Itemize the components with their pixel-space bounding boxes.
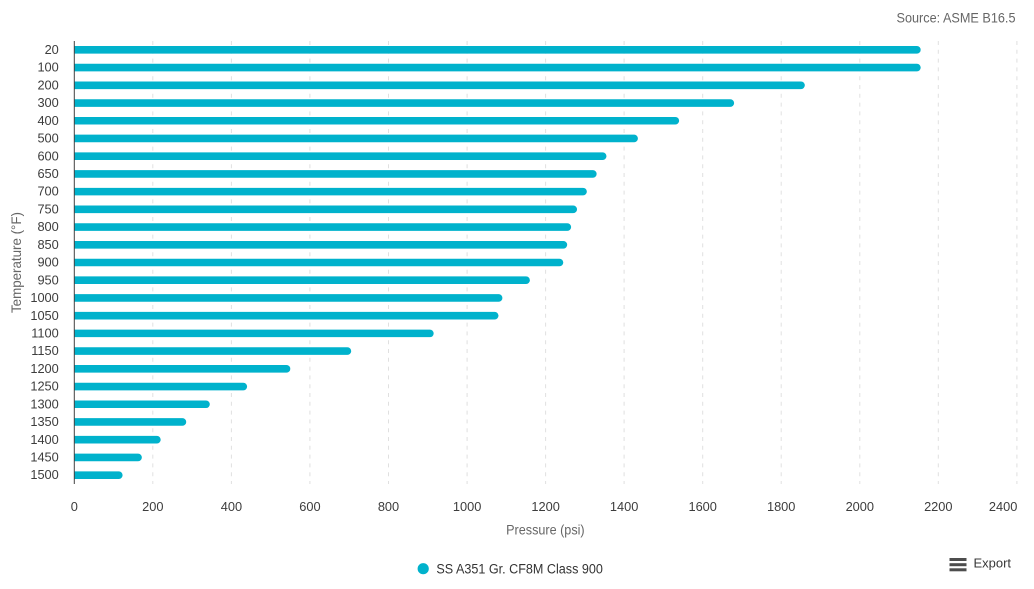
svg-text:500: 500 — [37, 131, 58, 146]
svg-text:300: 300 — [37, 95, 58, 110]
svg-text:1800: 1800 — [767, 499, 795, 514]
svg-text:0: 0 — [71, 499, 78, 514]
svg-text:1100: 1100 — [31, 325, 59, 340]
svg-text:1300: 1300 — [30, 396, 58, 411]
svg-text:200: 200 — [37, 77, 58, 92]
svg-text:850: 850 — [37, 237, 58, 252]
svg-text:SS A351 Gr. CF8M Class 900: SS A351 Gr. CF8M Class 900 — [436, 561, 603, 576]
svg-text:2000: 2000 — [846, 499, 874, 514]
svg-text:Export: Export — [974, 556, 1012, 571]
svg-text:600: 600 — [299, 499, 320, 514]
svg-text:1200: 1200 — [30, 361, 58, 376]
svg-text:1500: 1500 — [30, 467, 58, 482]
svg-text:1400: 1400 — [30, 432, 58, 447]
svg-text:950: 950 — [37, 272, 58, 287]
svg-text:100: 100 — [37, 60, 58, 75]
svg-text:Temperature (°F): Temperature (°F) — [8, 212, 24, 313]
svg-text:600: 600 — [37, 148, 58, 163]
svg-text:1000: 1000 — [30, 290, 58, 305]
svg-text:2200: 2200 — [924, 499, 952, 514]
svg-text:200: 200 — [142, 499, 163, 514]
svg-text:400: 400 — [221, 499, 242, 514]
svg-text:1350: 1350 — [30, 414, 58, 429]
svg-text:2400: 2400 — [989, 499, 1017, 514]
svg-text:650: 650 — [37, 166, 58, 181]
svg-text:800: 800 — [378, 499, 399, 514]
svg-text:700: 700 — [37, 184, 58, 199]
svg-text:20: 20 — [45, 42, 59, 57]
svg-text:1250: 1250 — [30, 379, 58, 394]
svg-text:400: 400 — [37, 113, 58, 128]
svg-text:1600: 1600 — [688, 499, 716, 514]
svg-text:1400: 1400 — [610, 499, 638, 514]
svg-text:800: 800 — [37, 219, 58, 234]
svg-text:Pressure (psi): Pressure (psi) — [506, 522, 585, 538]
svg-text:900: 900 — [37, 255, 58, 270]
svg-text:Source: ASME B16.5: Source: ASME B16.5 — [897, 9, 1016, 25]
svg-text:1200: 1200 — [531, 499, 559, 514]
svg-text:1150: 1150 — [31, 343, 59, 358]
svg-text:1000: 1000 — [453, 499, 481, 514]
svg-text:1450: 1450 — [30, 450, 58, 465]
svg-text:750: 750 — [37, 201, 58, 216]
svg-text:1050: 1050 — [30, 308, 58, 323]
